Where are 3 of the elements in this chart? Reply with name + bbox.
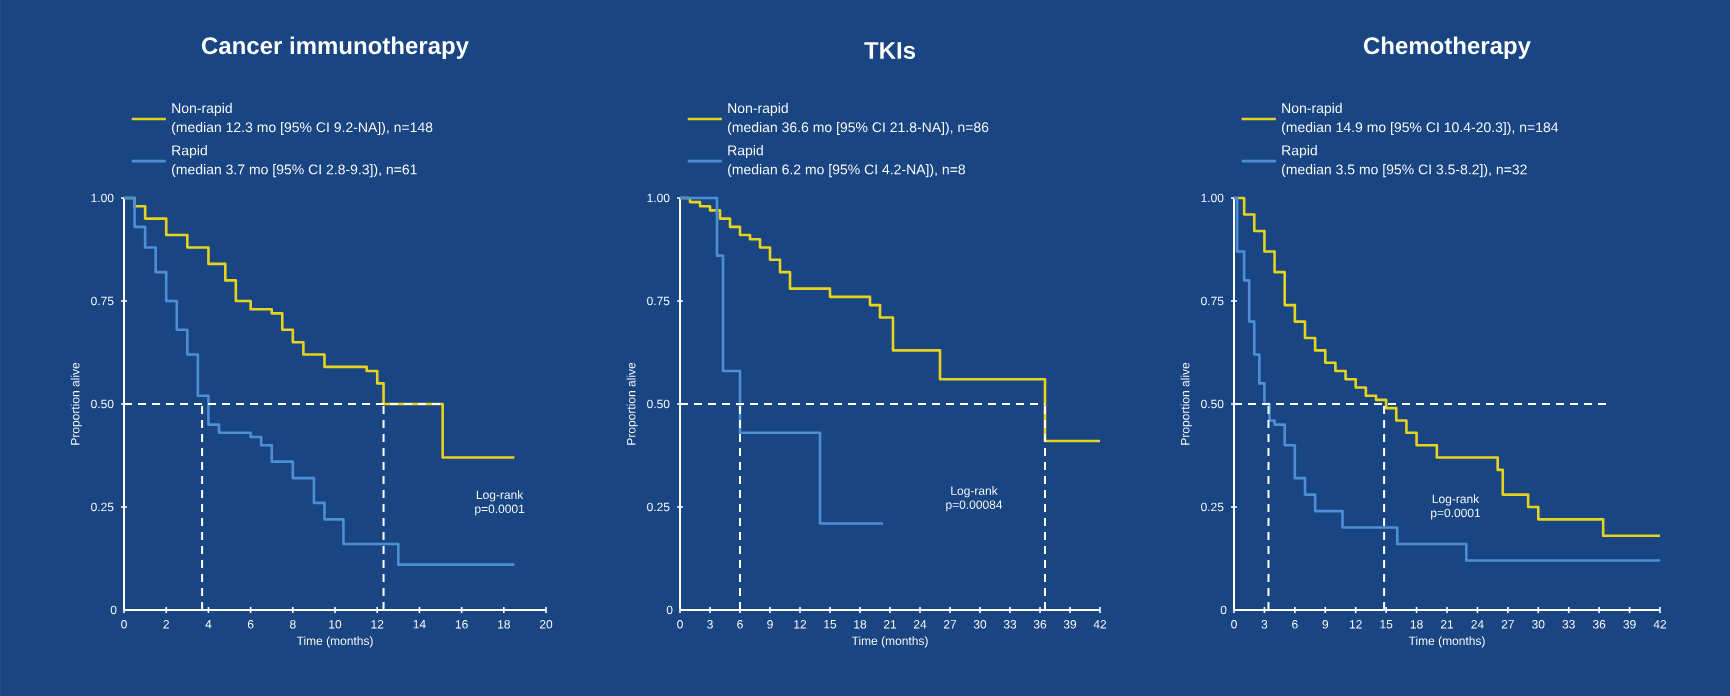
chart-title: TKIs bbox=[864, 42, 916, 59]
chart-title: Chemotherapy bbox=[1363, 36, 1531, 59]
chart-title: Cancer immunotherapy bbox=[201, 36, 469, 59]
